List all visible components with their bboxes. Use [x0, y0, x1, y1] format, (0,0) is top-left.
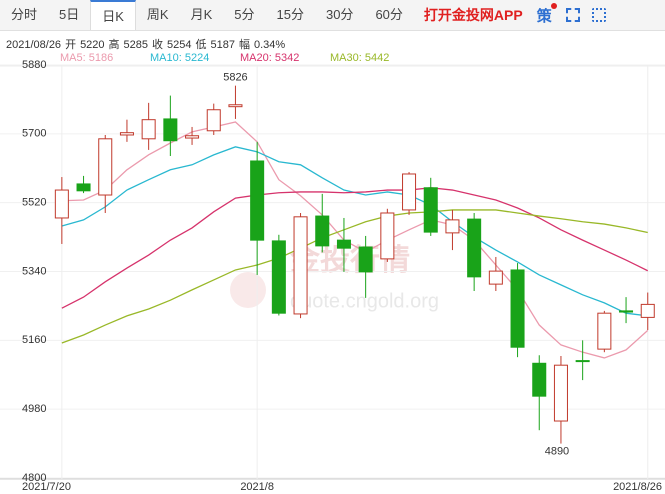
candle-body: [402, 173, 417, 211]
settings-icon[interactable]: [591, 8, 606, 22]
y-tick-label: 5160: [22, 334, 46, 346]
info-date: 2021/08/26: [6, 39, 62, 51]
candle-body: [597, 312, 612, 350]
candle-body: [619, 310, 634, 313]
candle-body: [271, 240, 286, 314]
candle-body: [228, 104, 243, 108]
y-tick-label: 5700: [22, 128, 46, 140]
tab[interactable]: 5分: [234, 7, 255, 22]
candle-body: [575, 360, 590, 363]
info-label: 高: [108, 39, 120, 51]
watermark-logo: [230, 272, 266, 308]
high-label: 5826: [223, 72, 247, 84]
tab[interactable]: 月K: [190, 7, 213, 22]
watermark-site: quote.cngold.org: [290, 290, 439, 312]
ma-line: [61, 209, 648, 344]
candle-body: [98, 138, 113, 196]
candle-body: [163, 118, 178, 142]
info-value: 5220: [80, 39, 105, 51]
tab[interactable]: 分时: [11, 7, 38, 22]
tab[interactable]: 日K: [90, 0, 136, 30]
x-tick-label: 2021/8: [240, 481, 274, 493]
candle-body: [467, 218, 482, 278]
info-line: 2021/08/26 开 5220 高 5285 收 5254 低 5187 幅 0.34%: [6, 36, 289, 52]
info-value: 0.34%: [254, 39, 286, 51]
x-tick-label: 2021/7/20: [22, 481, 71, 493]
candle-body: [119, 132, 134, 136]
y-tick-label: 4800: [22, 472, 46, 484]
y-tick-label: 5880: [22, 59, 46, 71]
candle-body: [141, 119, 156, 140]
tab[interactable]: 15分: [276, 7, 304, 22]
info-label: 开: [65, 39, 77, 51]
legend-entry: MA10: 5224: [150, 52, 209, 64]
tab[interactable]: 周K: [146, 7, 169, 22]
candle-body: [185, 135, 200, 139]
legend-entry: MA5: 5186: [60, 52, 113, 64]
legend-entry: MA20: 5342: [240, 52, 299, 64]
candle-body: [488, 270, 503, 285]
candle-body: [250, 160, 265, 241]
candle-body: [553, 364, 568, 422]
info-value: 5254: [167, 39, 192, 51]
candle-body: [423, 187, 438, 233]
app-link[interactable]: 打开金投网APP: [423, 7, 523, 23]
info-label: 低: [195, 39, 207, 51]
candle-body: [380, 212, 395, 260]
candle-body: [445, 219, 460, 234]
ma-line: [61, 121, 649, 359]
info-label: 收: [152, 39, 164, 51]
candle-body: [640, 303, 655, 318]
candle-body: [315, 215, 330, 247]
candle-body: [510, 269, 525, 348]
candle-body: [206, 109, 221, 132]
candle-body: [532, 362, 547, 397]
candle-body: [54, 189, 69, 219]
tab-bar: 分时 5日 日K 周K 月K 5分 15分 30分 60分 打开金投网APP 策: [0, 0, 665, 31]
info-label: 幅: [239, 39, 250, 51]
expand-icon[interactable]: [565, 8, 580, 22]
tab[interactable]: 5日: [59, 7, 80, 22]
legend-entry: MA30: 5442: [330, 52, 389, 64]
strategy-icon[interactable]: 策: [537, 2, 557, 26]
y-tick-label: 5520: [22, 197, 46, 209]
info-value: 5187: [210, 39, 235, 51]
tab[interactable]: 30分: [325, 7, 354, 22]
low-label: 4890: [545, 445, 569, 457]
candle-body: [336, 239, 351, 249]
candle-body: [76, 183, 91, 192]
info-value: 5285: [123, 39, 149, 51]
y-tick-label: 5340: [22, 265, 46, 277]
y-tick-label: 4980: [22, 403, 46, 415]
candle-body: [358, 246, 373, 273]
x-tick-label: 2021/8/26: [613, 481, 662, 493]
candle-body: [293, 216, 308, 315]
ma-line: [61, 187, 649, 309]
tab[interactable]: 60分: [375, 7, 403, 22]
